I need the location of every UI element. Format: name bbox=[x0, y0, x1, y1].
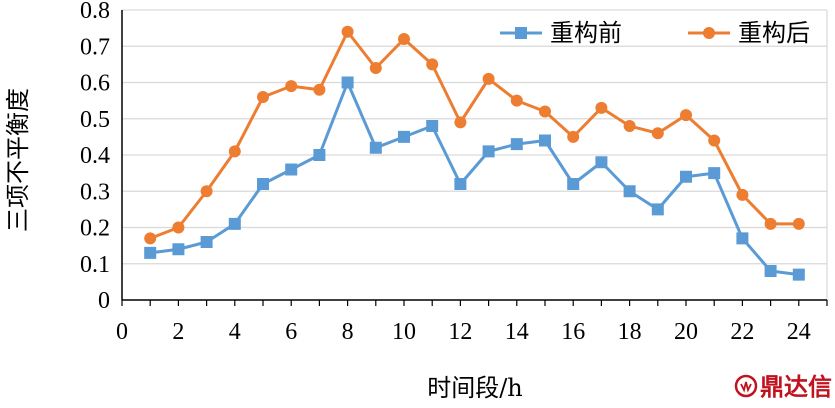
data-point bbox=[257, 91, 269, 103]
x-tick-label: 2 bbox=[172, 319, 184, 345]
data-point bbox=[623, 120, 636, 132]
data-point bbox=[736, 188, 749, 201]
x-tick-label: 14 bbox=[505, 319, 529, 345]
data-point bbox=[228, 145, 241, 158]
x-tick-label: 12 bbox=[448, 319, 472, 345]
data-point bbox=[792, 217, 805, 230]
data-point bbox=[172, 221, 185, 234]
series-line bbox=[150, 81, 799, 277]
y-axis-title: 三项不平衡度 bbox=[4, 88, 32, 232]
legend: 重构前 重构后 bbox=[500, 19, 810, 47]
data-point bbox=[482, 145, 495, 158]
watermark-text: 鼎达信 bbox=[760, 373, 832, 401]
x-tick-label: 10 bbox=[392, 319, 416, 345]
legend-marker bbox=[703, 27, 715, 39]
data-point bbox=[426, 120, 439, 132]
data-point bbox=[736, 232, 749, 245]
data-point bbox=[482, 72, 495, 85]
data-point bbox=[200, 236, 213, 248]
legend-label: 重构后 bbox=[738, 19, 810, 47]
data-point bbox=[651, 127, 664, 140]
data-point bbox=[510, 94, 523, 107]
data-point bbox=[567, 130, 580, 143]
x-tick-label: 0 bbox=[116, 319, 128, 345]
data-point bbox=[341, 76, 354, 89]
data-point bbox=[792, 268, 805, 281]
x-tick-label: 16 bbox=[561, 319, 585, 345]
data-point bbox=[708, 134, 721, 147]
x-tick-label: 20 bbox=[674, 319, 698, 345]
watermark-logo: 鼎达信 bbox=[734, 373, 832, 401]
legend-label: 重构前 bbox=[550, 19, 622, 47]
data-point bbox=[454, 116, 467, 129]
data-point bbox=[172, 243, 185, 256]
data-point bbox=[680, 109, 692, 122]
x-tick-label: 4 bbox=[229, 319, 241, 345]
data-point bbox=[595, 156, 608, 169]
data-point bbox=[454, 178, 467, 190]
x-tick-label: 8 bbox=[342, 319, 354, 345]
data-point bbox=[680, 170, 692, 183]
y-tick-label: 0.7 bbox=[80, 34, 110, 60]
watermark-icon-glyph bbox=[740, 381, 752, 393]
data-point bbox=[595, 101, 608, 114]
data-point bbox=[398, 130, 410, 143]
data-point bbox=[539, 134, 551, 147]
x-tick-label: 6 bbox=[285, 319, 297, 345]
data-point bbox=[764, 217, 777, 230]
data-point bbox=[144, 232, 157, 245]
data-point bbox=[623, 185, 636, 198]
data-point bbox=[369, 62, 382, 74]
data-point bbox=[398, 33, 410, 45]
data-point bbox=[200, 185, 213, 198]
series-2 bbox=[144, 25, 805, 245]
x-tick-label: 24 bbox=[787, 319, 811, 345]
data-point bbox=[285, 163, 298, 176]
data-point bbox=[510, 138, 523, 151]
data-point bbox=[144, 246, 157, 259]
data-point bbox=[313, 83, 326, 96]
data-point bbox=[369, 141, 382, 154]
y-tick-label: 0 bbox=[98, 288, 110, 314]
y-tick-label: 0.8 bbox=[80, 0, 110, 24]
legend-marker bbox=[515, 27, 527, 39]
data-point bbox=[228, 217, 241, 230]
series-line bbox=[149, 30, 799, 240]
series-layer bbox=[144, 25, 805, 281]
y-tick-label: 0.4 bbox=[80, 143, 110, 169]
data-point bbox=[539, 105, 551, 118]
data-point bbox=[285, 80, 298, 93]
watermark-icon bbox=[734, 374, 758, 398]
axes: 00.10.20.30.40.50.60.70.80 2 4 6 8 10 12 14 16 18… bbox=[80, 0, 828, 345]
legend-item: 重构后 bbox=[688, 19, 810, 47]
x-axis-title: 时间段/h bbox=[427, 374, 523, 402]
data-point bbox=[426, 58, 439, 71]
y-tick-label: 0.3 bbox=[80, 179, 110, 205]
data-point bbox=[341, 25, 354, 38]
x-tick-label: 18 bbox=[618, 319, 642, 345]
series-1 bbox=[144, 76, 805, 281]
data-point bbox=[764, 265, 777, 277]
data-point bbox=[708, 167, 721, 180]
y-tick-label: 0.1 bbox=[80, 252, 110, 278]
data-point bbox=[313, 149, 326, 161]
y-tick-label: 0.2 bbox=[80, 216, 110, 242]
legend-item: 重构前 bbox=[500, 19, 622, 47]
data-point bbox=[651, 203, 664, 216]
y-tick-label: 0.5 bbox=[80, 107, 110, 133]
y-tick-label: 0.6 bbox=[80, 71, 110, 97]
data-point bbox=[567, 178, 580, 190]
x-tick-label: 22 bbox=[730, 319, 754, 345]
data-point bbox=[257, 178, 269, 190]
